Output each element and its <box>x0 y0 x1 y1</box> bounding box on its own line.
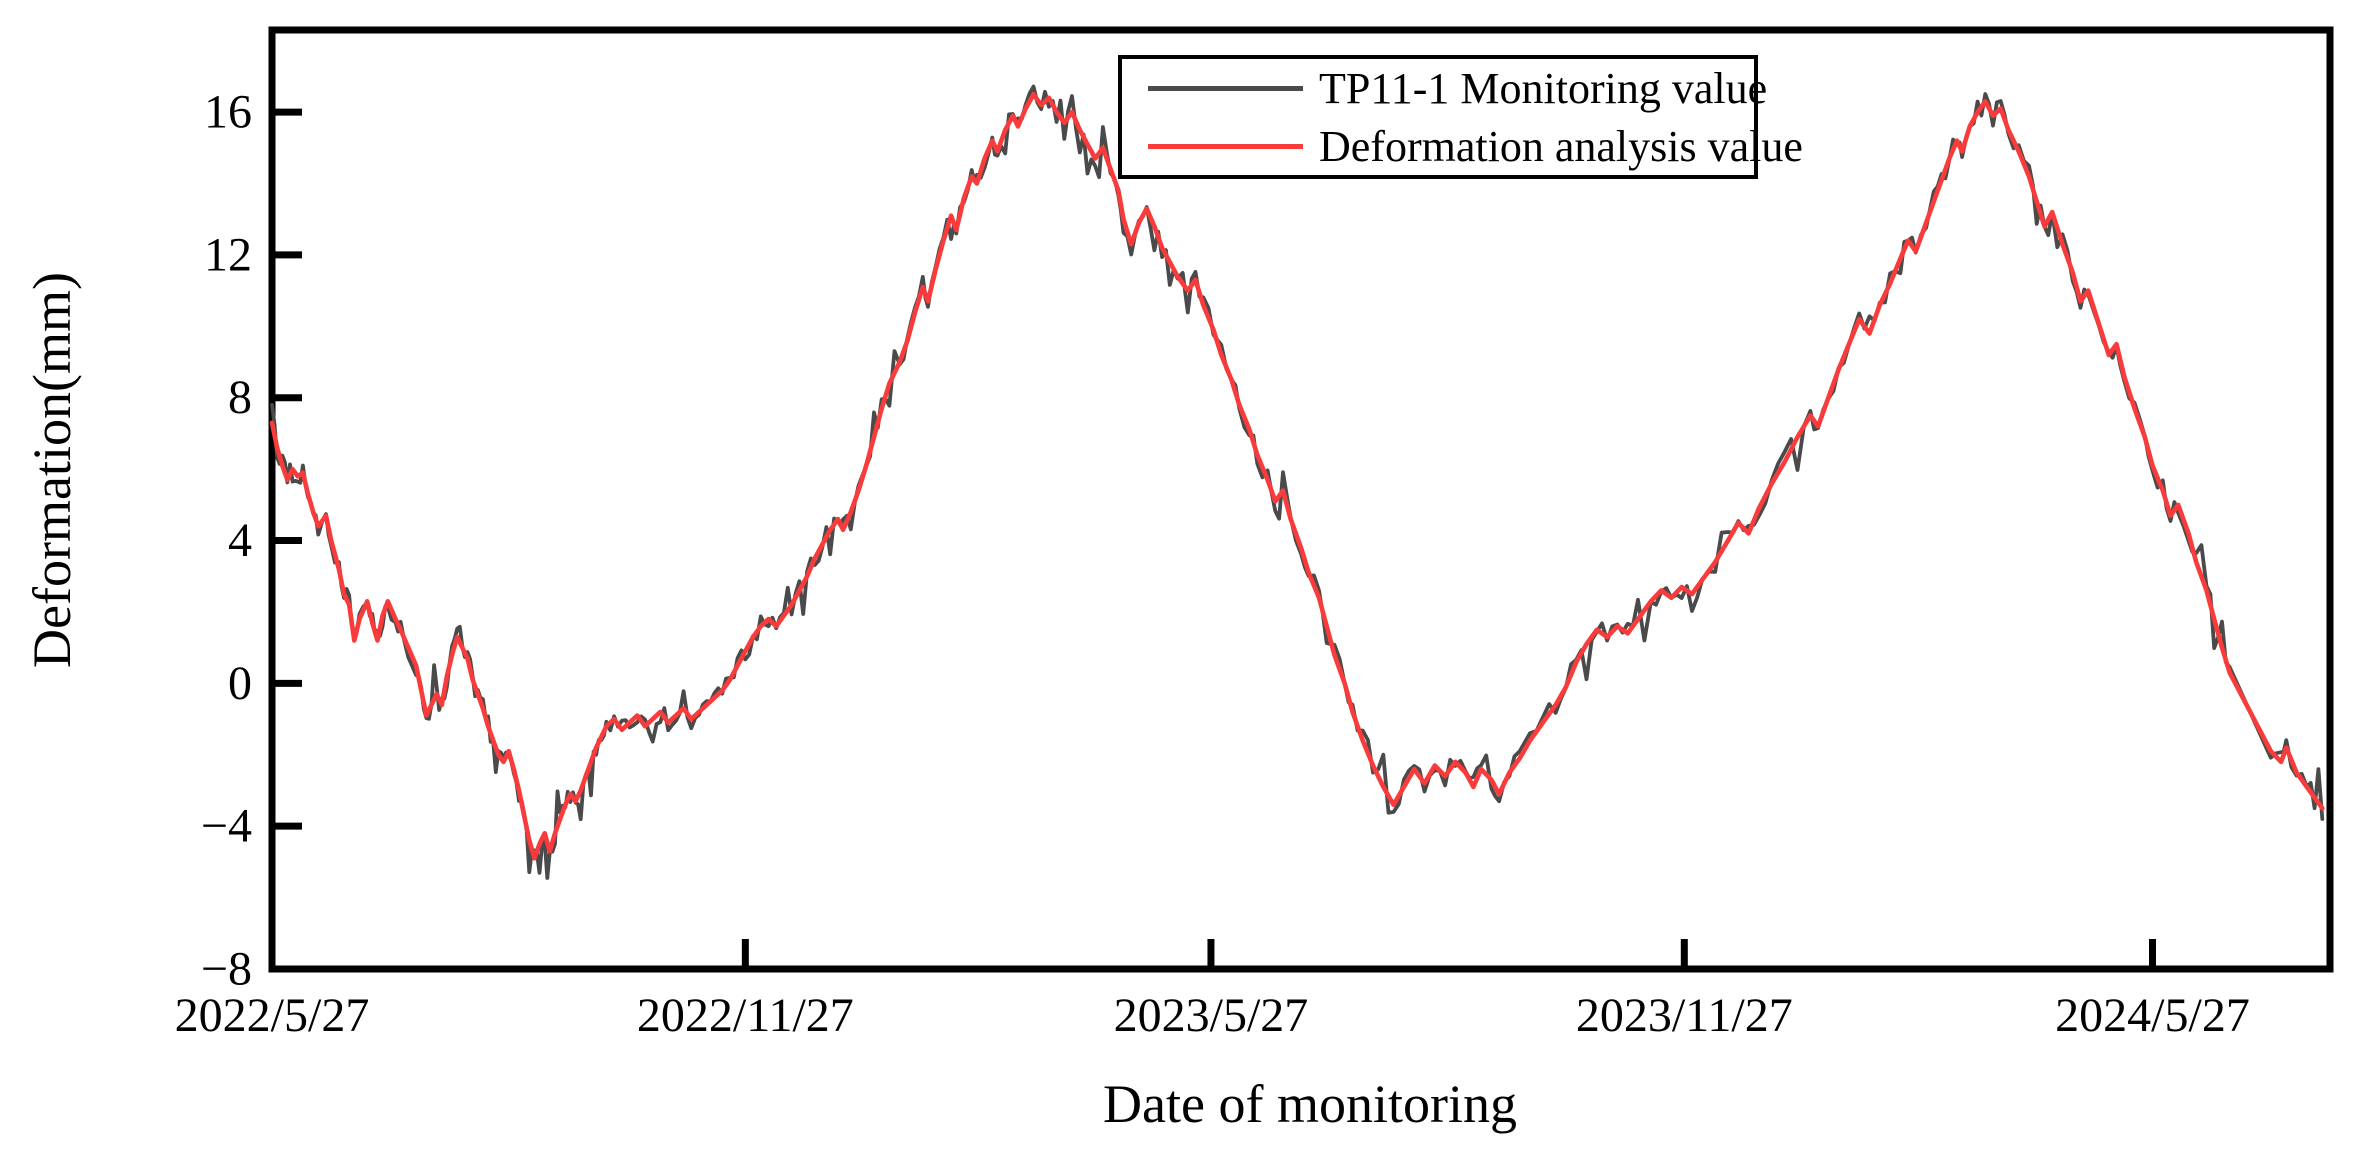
legend-item-analysis: Deformation analysis value <box>1122 117 1803 175</box>
y-tick-label: −4 <box>201 800 252 853</box>
monitoring-series-line <box>270 84 2325 880</box>
x-tick-label: 2022/11/27 <box>637 989 854 1042</box>
x-tick-label: 2024/5/27 <box>2055 989 2250 1042</box>
x-axis-title: Date of monitoring <box>1103 1074 1517 1134</box>
y-axis-title: Deformation(mm) <box>22 272 82 668</box>
x-tick-label: 2023/11/27 <box>1576 989 1793 1042</box>
legend-label-analysis: Deformation analysis value <box>1319 121 1803 171</box>
y-tick-label: 12 <box>204 228 252 281</box>
y-tick-label: 4 <box>228 514 252 567</box>
monitoring-line-swatch <box>1148 85 1303 91</box>
y-tick-label: 0 <box>228 657 252 710</box>
legend-item-monitoring: TP11-1 Monitoring value <box>1122 59 1767 117</box>
x-tick-label: 2023/5/27 <box>1114 989 1309 1042</box>
legend: TP11-1 Monitoring value Deformation anal… <box>1118 55 1803 179</box>
y-tick-label: 8 <box>228 371 252 424</box>
plot-frame <box>268 26 2334 973</box>
x-tick-label: 2022/5/27 <box>175 989 370 1042</box>
analysis-line-swatch <box>1148 143 1303 149</box>
y-tick-label: −8 <box>201 943 252 996</box>
analysis-series-line <box>269 92 2325 861</box>
y-tick-label: 16 <box>204 86 252 139</box>
legend-label-monitoring: TP11-1 Monitoring value <box>1319 63 1768 113</box>
